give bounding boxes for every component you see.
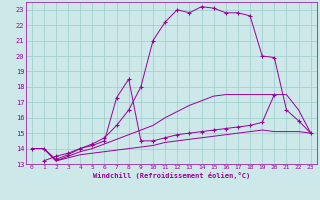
X-axis label: Windchill (Refroidissement éolien,°C): Windchill (Refroidissement éolien,°C)	[92, 172, 250, 179]
